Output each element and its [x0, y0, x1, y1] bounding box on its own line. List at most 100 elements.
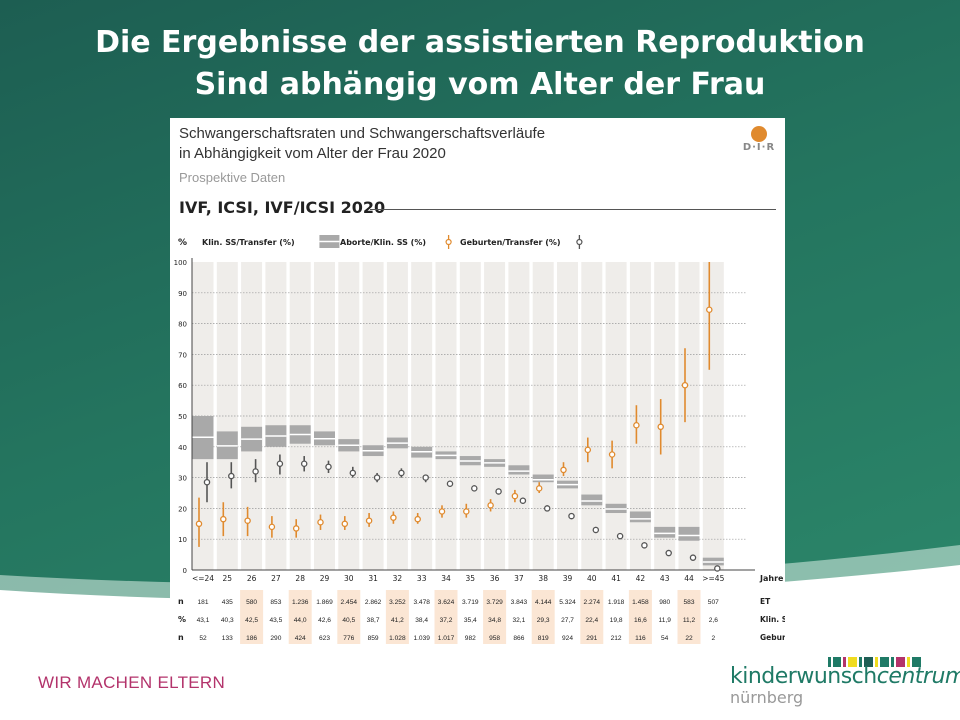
column-background: [265, 262, 287, 570]
x-tick-label: >=45: [702, 574, 724, 583]
table-cell: 1.458: [632, 599, 649, 606]
aborte-point: [195, 520, 203, 528]
x-tick-label: 37: [514, 574, 524, 583]
table-cell: 3.719: [462, 599, 479, 606]
aborte-point: [341, 520, 349, 528]
table-cell: 424: [295, 635, 306, 642]
table-cell: 5.324: [559, 599, 576, 606]
y-tick-label: 100: [174, 259, 187, 267]
y-tick-label: 90: [178, 290, 187, 298]
x-tick-label: 27: [271, 574, 281, 583]
x-tick-label: 25: [223, 574, 233, 583]
table-cell: 22: [685, 635, 693, 642]
table-column-highlight: [240, 590, 264, 644]
section-divider: [370, 209, 776, 210]
klin-ss-box: [532, 474, 554, 483]
aborte-point: [657, 423, 664, 431]
table-cell: 1.236: [292, 599, 309, 606]
table-cell: 43,1: [197, 617, 210, 624]
aborte-point: [244, 517, 251, 524]
geburten-point: [373, 474, 381, 481]
aborte-point: [511, 492, 519, 500]
column-background: [702, 262, 724, 570]
x-tick-label: 26: [247, 574, 257, 583]
y-axis-label: %: [178, 238, 187, 248]
table-cell: 181: [197, 599, 208, 606]
table-cell: 40,3: [221, 617, 234, 624]
x-tick-label: 31: [368, 574, 378, 583]
table-row-suffix: ET: [760, 597, 771, 606]
legend-label: Geburten/Transfer (%): [460, 238, 561, 247]
column-background: [411, 262, 433, 570]
geburten-point: [641, 542, 648, 549]
table-cell: 38,4: [415, 617, 428, 624]
geburten-point: [228, 472, 235, 480]
column-background: [216, 262, 238, 570]
klin-ss-box: [654, 526, 676, 538]
table-cell: 43,5: [269, 617, 282, 624]
table-cell: 37,2: [440, 617, 453, 624]
table-cell: 19,8: [610, 617, 623, 624]
x-tick-label: 40: [587, 574, 597, 583]
y-tick-label: 50: [178, 413, 187, 421]
table-cell: 1.028: [389, 635, 406, 642]
slide-title: Die Ergebnisse der assistierten Reproduk…: [0, 22, 960, 106]
column-background: [435, 262, 457, 570]
klin-ss-box: [629, 511, 651, 523]
aborte-point: [317, 519, 324, 526]
table-column-highlight: [288, 590, 312, 644]
chart-title-line-2: in Abhängigkeit vom Alter der Frau 2020: [179, 145, 446, 162]
table-cell: 924: [562, 635, 573, 642]
column-background: [241, 262, 263, 570]
table-cell: 11,2: [683, 617, 696, 624]
table-cell: 3.478: [413, 599, 430, 606]
table-column-highlight: [434, 590, 458, 644]
y-tick-label: 60: [178, 382, 187, 390]
x-tick-label: 43: [660, 574, 670, 583]
klin-ss-box: [508, 465, 530, 475]
chart-title-line-1: Schwangerschaftsraten und Schwangerschaf…: [179, 125, 546, 142]
table-cell: 35,4: [464, 617, 477, 624]
table-cell: 212: [611, 635, 622, 642]
table-column-highlight: [385, 590, 409, 644]
table-cell: 623: [319, 635, 330, 642]
table-column-highlight: [628, 590, 652, 644]
table-cell: 11,9: [659, 617, 672, 624]
chart-svg: % Klin. SS/Transfer (%) Aborte/Klin. SS (%…: [174, 235, 785, 644]
x-tick-label: 32: [393, 574, 403, 583]
logo-name-main: kinderwunsch: [730, 664, 877, 689]
logo-color-bars: [828, 652, 923, 671]
geburten-point: [616, 532, 624, 540]
table-column-highlight: [580, 590, 604, 644]
table-cell: 958: [489, 635, 500, 642]
geburten-point: [665, 549, 672, 557]
legend-label: Klin. SS/Transfer (%): [202, 238, 295, 247]
table-row-label: n: [178, 597, 184, 606]
table-cell: 507: [708, 599, 719, 606]
logo-name-italic: centrum: [876, 664, 960, 689]
slide-title-line-2: Sind abhängig vom Alter der Frau: [194, 67, 766, 102]
aborte-point: [365, 517, 373, 524]
aborte-point: [608, 451, 616, 458]
table-column-highlight: [531, 590, 555, 644]
table-cell: 1.017: [438, 635, 455, 642]
table-cell: 2.454: [341, 599, 358, 606]
x-tick-label: 41: [611, 574, 621, 583]
column-background: [459, 262, 481, 570]
aborte-point: [414, 515, 421, 523]
geburten-point: [300, 460, 308, 467]
geburten-point: [422, 474, 429, 481]
table-cell: 4.144: [535, 599, 552, 606]
table-cell: 290: [270, 635, 281, 642]
x-axis-label: Jahre: [759, 574, 784, 583]
table-cell: 29,3: [537, 617, 550, 624]
geburten-point: [689, 554, 697, 561]
x-tick-label: 39: [563, 574, 573, 583]
geburten-point: [446, 480, 454, 488]
table-cell: 22,4: [585, 617, 598, 624]
y-tick-label: 20: [178, 505, 187, 513]
x-tick-label: 38: [538, 574, 548, 583]
table-row-label: %: [178, 615, 186, 624]
table-cell: 38,7: [367, 617, 380, 624]
x-tick-label: 28: [295, 574, 305, 583]
